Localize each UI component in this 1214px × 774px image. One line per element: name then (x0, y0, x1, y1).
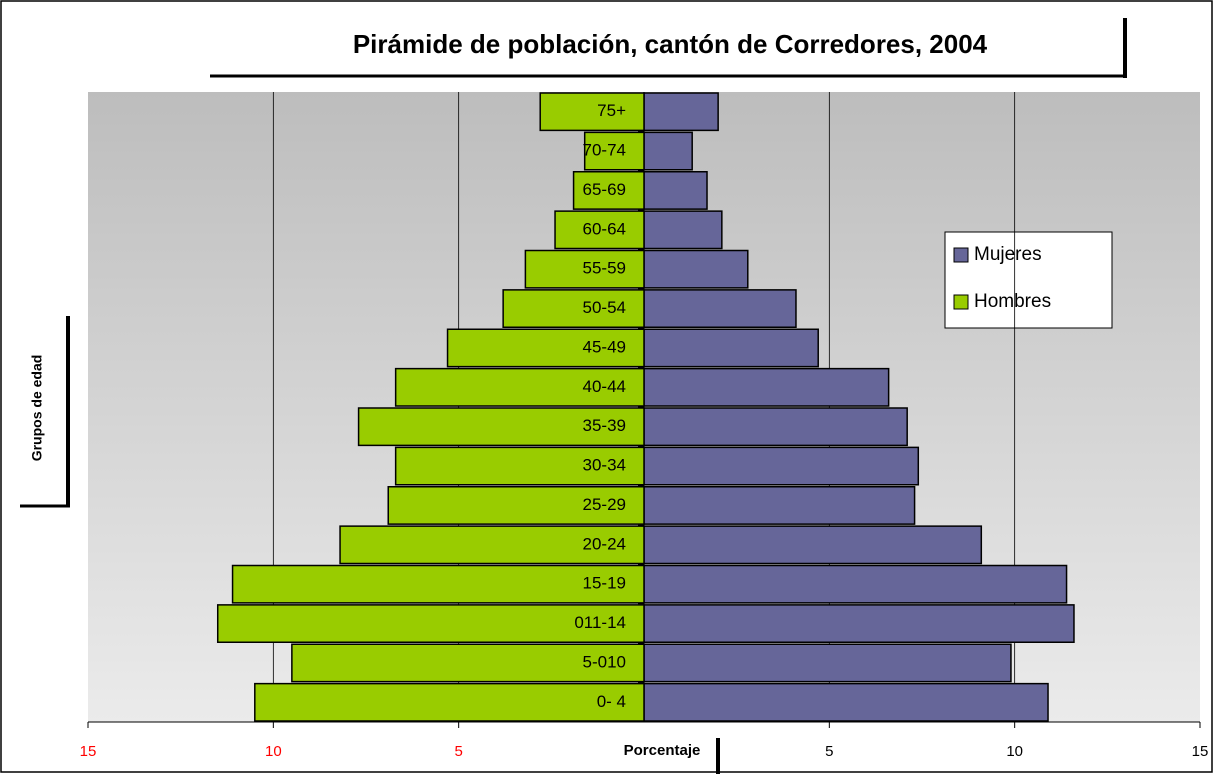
y-tick-label: 15-19 (583, 574, 626, 593)
bar (643, 682, 1049, 722)
x-tick-label: 5 (825, 743, 833, 760)
bar (643, 171, 708, 210)
bar (643, 131, 693, 171)
legend-box (944, 231, 1113, 329)
bar (357, 407, 645, 447)
chart-title: Pirámide de población, cantón de Corredo… (353, 29, 988, 59)
legend-swatch (953, 247, 969, 263)
x-tick-label: 10 (265, 743, 282, 760)
y-tick-label: 55-59 (583, 259, 626, 278)
bar (446, 328, 645, 368)
bar (387, 486, 645, 525)
x-tick-label: 10 (1006, 743, 1023, 760)
y-tick-label: 50-54 (583, 298, 626, 317)
y-tick-label: 35-39 (583, 416, 626, 435)
bar (643, 367, 890, 407)
bar (643, 604, 1075, 643)
bar (643, 92, 719, 132)
x-axis-label: Porcentaje (624, 742, 701, 759)
bar (554, 210, 645, 250)
y-tick-label: 75+ (597, 101, 626, 120)
x-tick-label: 15 (1192, 743, 1209, 760)
y-tick-label: 5-010 (583, 652, 626, 671)
y-tick-label: 25-29 (583, 495, 626, 514)
y-axis-label: Grupos de edad (29, 355, 45, 462)
bar (643, 525, 983, 565)
bar (643, 249, 749, 289)
bar (254, 682, 645, 722)
y-tick-label: 40-44 (583, 377, 626, 396)
y-tick-label: 45-49 (583, 337, 626, 356)
bar (643, 564, 1068, 604)
legend-label: Mujeres (974, 244, 1042, 265)
bar (643, 289, 797, 328)
bar (394, 446, 645, 486)
bar (291, 643, 645, 683)
bar (643, 210, 723, 250)
y-tick-label: 0- 4 (597, 692, 626, 711)
legend-swatch (953, 294, 969, 310)
y-tick-label: 60-64 (583, 219, 626, 238)
y-tick-label: 20-24 (583, 534, 626, 553)
bar (539, 92, 645, 132)
y-tick-label: 30-34 (583, 456, 626, 475)
bar (339, 525, 645, 565)
bar (572, 171, 645, 210)
x-tick-label: 5 (454, 743, 462, 760)
legend-label: Hombres (974, 291, 1051, 312)
bar (643, 328, 819, 368)
bar (643, 446, 920, 486)
bar (216, 604, 645, 643)
bar (231, 564, 645, 604)
bar (394, 367, 645, 407)
y-tick-label: 011-14 (574, 613, 626, 632)
bar (643, 407, 908, 447)
bar (643, 643, 1012, 683)
y-tick-label: 70-74 (583, 141, 626, 160)
x-tick-label: 15 (80, 743, 97, 760)
bar (643, 486, 916, 525)
y-tick-label: 65-69 (583, 180, 626, 199)
